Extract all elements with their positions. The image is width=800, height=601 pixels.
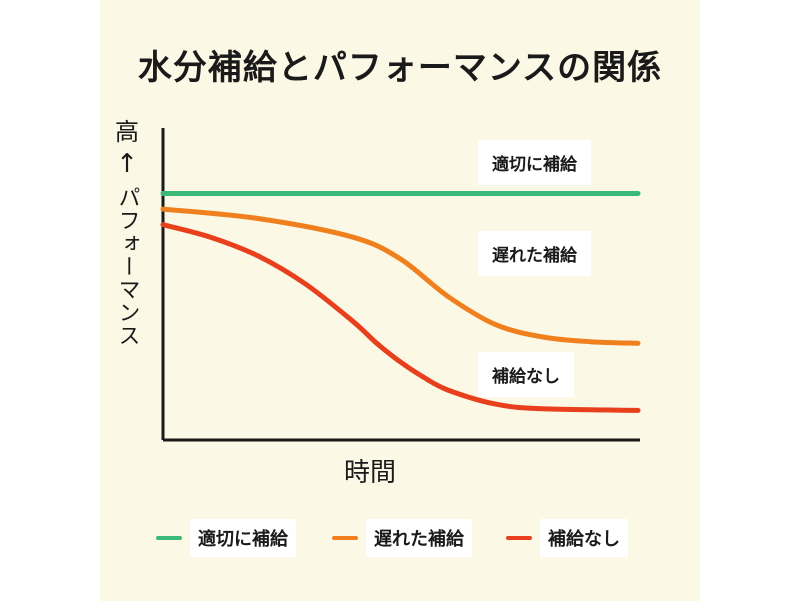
series-label-late: 遅れた補給 <box>478 231 591 276</box>
legend-item-none: 補給なし <box>506 518 628 558</box>
chart-title: 水分補給とパフォーマンスの関係 <box>137 48 663 88</box>
series-label-none: 補給なし <box>478 352 574 397</box>
chart-canvas: 水分補給とパフォーマンスの関係 高 ↑ パフォーマンス 時間 適切に補給 遅れた… <box>100 0 700 601</box>
series-line-late <box>160 206 641 346</box>
legend-swatch-late <box>332 536 358 540</box>
y-axis-arrow: ↑ <box>116 149 138 180</box>
legend-swatch-none <box>506 536 532 540</box>
legend-item-late: 遅れた補給 <box>332 518 472 558</box>
legend-label-late: 遅れた補給 <box>366 519 472 557</box>
plot-area <box>160 128 641 442</box>
legend: 適切に補給 遅れた補給 補給なし <box>100 518 700 558</box>
y-axis-high-label: 高 <box>115 118 139 146</box>
series-label-proper: 適切に補給 <box>478 140 591 185</box>
series-line-none <box>160 222 641 413</box>
legend-swatch-proper <box>156 536 182 540</box>
y-axis-label: 高 ↑ パフォーマンス <box>112 118 142 348</box>
legend-label-none: 補給なし <box>540 519 628 557</box>
x-axis-title: 時間 <box>343 458 396 488</box>
y-axis-title: パフォーマンス <box>114 186 140 348</box>
legend-label-proper: 適切に補給 <box>190 519 296 557</box>
legend-item-proper: 適切に補給 <box>156 518 296 558</box>
